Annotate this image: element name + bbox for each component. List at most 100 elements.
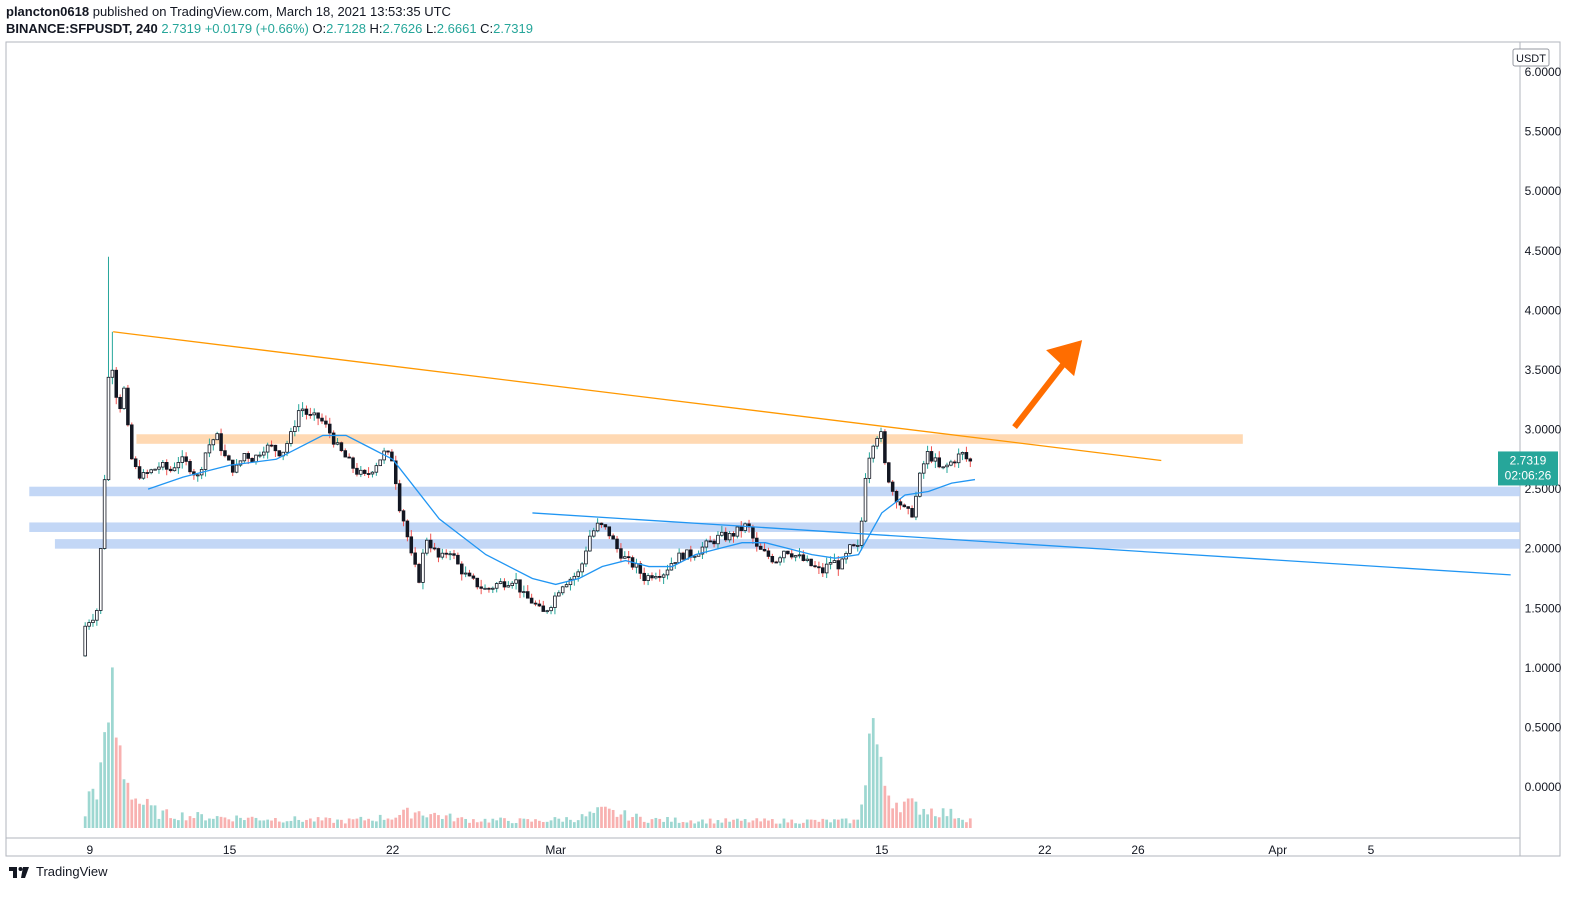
volume-bar <box>755 818 759 828</box>
volume-bar <box>767 820 770 828</box>
volume-bar <box>701 819 704 828</box>
volume-bar <box>794 823 797 828</box>
low-value: 2.6661 <box>436 21 477 36</box>
candle-body <box>293 426 297 432</box>
candle-body <box>665 569 670 576</box>
candle-body <box>774 561 778 564</box>
candle-body <box>459 563 464 575</box>
volume-bar <box>468 822 471 828</box>
candle-body <box>397 483 402 512</box>
support-zone[interactable] <box>29 522 1520 532</box>
volume-bar <box>142 804 145 828</box>
breakout-arrow-head[interactable] <box>1046 340 1083 377</box>
candle-body <box>591 530 596 537</box>
candle-body <box>452 553 456 556</box>
candle-body <box>708 540 712 543</box>
candle-body <box>161 462 165 468</box>
volume-bar <box>495 820 499 828</box>
volume-bar <box>856 819 860 828</box>
candle-body <box>347 456 351 459</box>
volume-bar <box>157 818 161 828</box>
volume-bar <box>99 762 103 828</box>
volume-bar <box>83 816 87 828</box>
time-tick-label: 5 <box>1368 843 1375 857</box>
candle-body <box>83 625 87 657</box>
candle-body <box>483 587 487 590</box>
candle-body <box>296 410 301 428</box>
orange-trendline[interactable] <box>113 331 1162 462</box>
support-zone[interactable] <box>54 539 1521 549</box>
candle-body <box>172 467 177 472</box>
candle-body <box>545 610 549 613</box>
volume-bar <box>91 788 95 828</box>
candle-body <box>735 526 740 537</box>
volume-bar <box>491 818 495 828</box>
candle-body <box>549 607 553 612</box>
candle-body <box>339 442 344 452</box>
candle-body <box>945 464 949 468</box>
volume-bar <box>638 816 642 828</box>
volume-bar <box>708 818 712 828</box>
volume-bar <box>305 819 308 828</box>
volume-bar <box>879 756 883 828</box>
footer-brand[interactable]: TradingView <box>8 864 108 879</box>
candle-body <box>444 552 448 555</box>
volume-bar <box>646 822 650 828</box>
candle-body <box>258 454 262 457</box>
price-tick-label: 2.0000 <box>1525 542 1562 556</box>
volume-bar <box>448 813 452 828</box>
candle-body <box>351 457 355 469</box>
open-label: O: <box>312 21 327 36</box>
price-tick-label: 5.0000 <box>1525 184 1562 198</box>
volume-bar <box>899 812 902 828</box>
resistance-zone[interactable] <box>136 434 1243 444</box>
candle-body <box>770 556 775 563</box>
currency-label: USDT <box>1516 53 1546 65</box>
candle-body <box>599 522 604 526</box>
volume-bar <box>677 822 681 828</box>
candle-body <box>650 575 654 579</box>
candle-body <box>557 592 561 597</box>
candle-body <box>176 462 181 469</box>
volume-bar <box>759 821 763 828</box>
candle-body <box>890 481 895 492</box>
candle-body <box>417 563 421 583</box>
volume-bar <box>413 812 417 828</box>
volume-bar <box>239 817 242 828</box>
currency-badge[interactable] <box>1512 48 1550 67</box>
volume-bar <box>895 802 898 828</box>
volume-bar <box>604 806 607 828</box>
candle-body <box>370 471 375 475</box>
volume-bar <box>965 822 968 828</box>
author-name[interactable]: plancton0618 <box>6 4 90 19</box>
volume-bar <box>475 822 479 828</box>
volume-bar <box>572 822 576 828</box>
volume-bar <box>868 733 871 828</box>
candle-body <box>110 369 115 378</box>
volume-bar <box>848 823 852 828</box>
volume-bar <box>619 814 623 828</box>
breakout-arrow[interactable] <box>1012 356 1071 429</box>
volume-bar <box>926 814 929 828</box>
blue-trendline[interactable] <box>532 512 1511 576</box>
support-zone[interactable] <box>29 486 1520 497</box>
volume-bar <box>918 814 922 828</box>
volume-bar <box>406 807 409 828</box>
volume-bar <box>957 818 961 828</box>
close-label: C: <box>480 21 494 36</box>
chart-frame <box>5 41 1561 857</box>
volume-bar <box>382 819 386 828</box>
candle-body <box>623 556 627 559</box>
volume-bar <box>138 803 141 828</box>
volume-bar <box>506 820 510 828</box>
volume-bar <box>211 818 215 828</box>
candle-body <box>918 472 922 497</box>
candle-body <box>704 540 709 548</box>
volume-bar <box>429 814 433 828</box>
volume-bar <box>945 816 949 828</box>
candle-body <box>234 464 239 473</box>
volume-bar <box>561 821 565 828</box>
symbol-name: BINANCE:SFPUSDT, 240 <box>6 21 158 36</box>
open-value: 2.7128 <box>326 21 366 36</box>
